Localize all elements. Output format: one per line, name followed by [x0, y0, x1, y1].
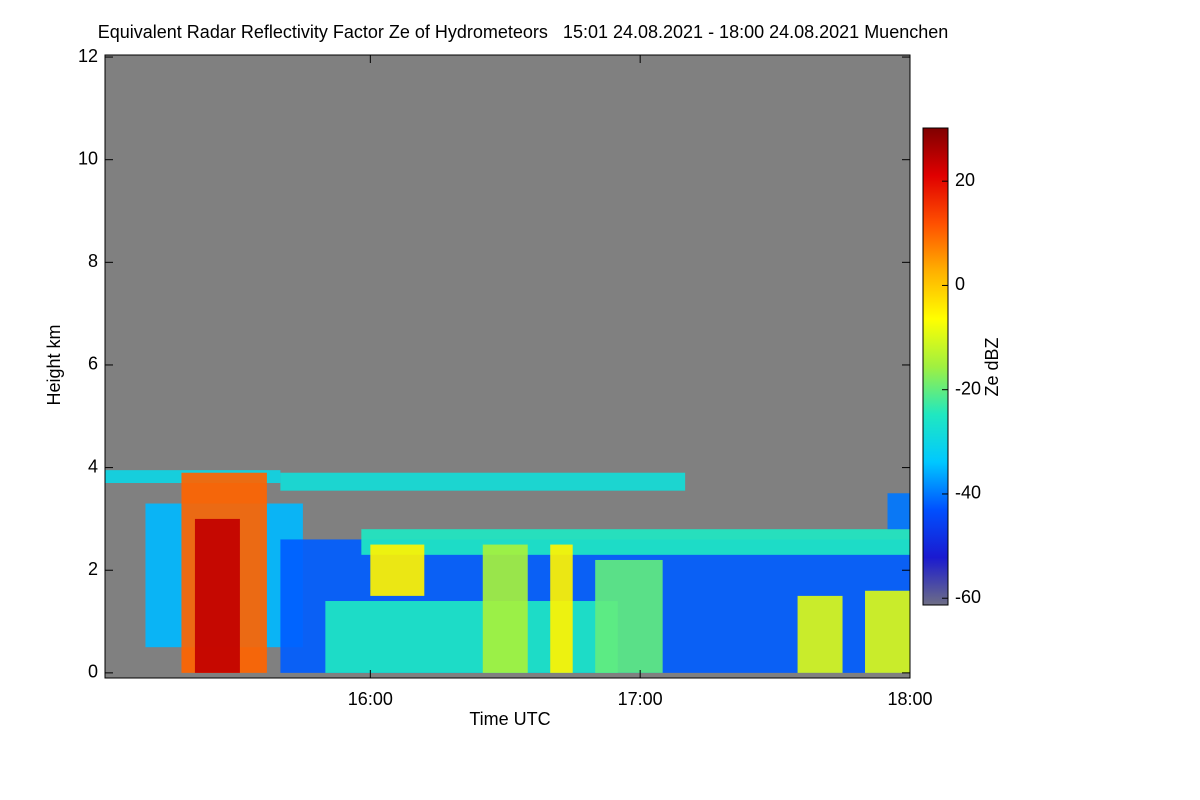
- y-tick-label: 4: [88, 456, 98, 476]
- plot-frame: [104, 54, 911, 679]
- colorbar-tick-label: -20: [955, 378, 981, 398]
- colorbar-tick-label: 0: [955, 274, 965, 294]
- echo: [595, 559, 663, 673]
- y-tick-label: 6: [88, 354, 98, 374]
- echo: [280, 472, 686, 491]
- x-tick-label: 16:00: [348, 689, 393, 709]
- y-tick-label: 0: [88, 662, 98, 682]
- x-axis-label: Time UTC: [469, 709, 550, 729]
- y-tick-label: 2: [88, 559, 98, 579]
- echo: [361, 529, 910, 555]
- colorbar-tick-label: 20: [955, 170, 975, 190]
- echo: [194, 518, 240, 673]
- colorbar-label: Ze dBZ: [982, 337, 1002, 396]
- echo: [865, 590, 910, 673]
- y-tick-label: 12: [78, 46, 98, 66]
- chart-title: Equivalent Radar Reflectivity Factor Ze …: [98, 22, 949, 42]
- y-tick-label: 8: [88, 251, 98, 271]
- echo: [370, 544, 425, 596]
- echo: [887, 493, 910, 530]
- x-tick-label: 18:00: [887, 689, 932, 709]
- x-tick-label: 17:00: [618, 689, 663, 709]
- echo: [482, 544, 528, 673]
- y-axis-label: Height km: [44, 324, 64, 405]
- colorbar-tick-label: -60: [955, 587, 981, 607]
- echo: [550, 544, 573, 673]
- colorbar: [922, 127, 949, 606]
- echo: [797, 595, 843, 673]
- colorbar-tick-label: -40: [955, 483, 981, 503]
- echo: [325, 601, 618, 673]
- y-tick-label: 10: [78, 148, 98, 168]
